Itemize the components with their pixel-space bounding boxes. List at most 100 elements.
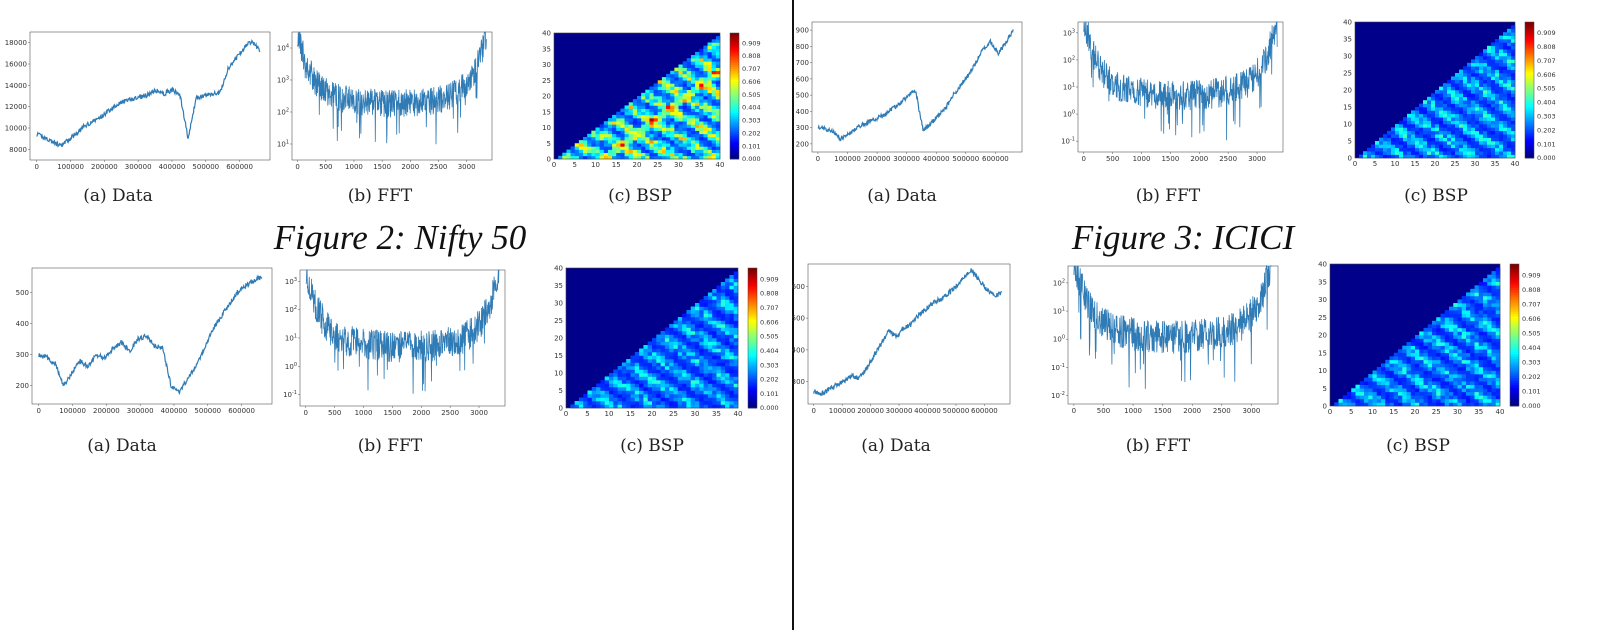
heat-cell (1491, 83, 1496, 87)
heat-cell (690, 105, 696, 109)
heat-cell (1466, 299, 1471, 304)
heat-cell (1453, 335, 1458, 339)
heat-cell (682, 61, 688, 65)
heat-cell (1372, 402, 1378, 407)
heat-cell (657, 96, 663, 100)
heat-cell (1511, 110, 1516, 115)
heat-cell (643, 394, 648, 398)
heat-cell (652, 387, 657, 391)
colorbar-segment (1525, 56, 1534, 59)
colorbar-segment (1510, 297, 1519, 300)
heat-cell (1467, 134, 1472, 138)
heat-cell (1447, 154, 1452, 159)
heat-cell (1415, 345, 1420, 350)
colorbar-segment (748, 333, 757, 337)
colorbar-segment (1510, 344, 1519, 348)
heat-cell (660, 362, 666, 367)
heat-cell (678, 83, 683, 87)
heat-cell (673, 362, 679, 367)
heat-cell (1393, 395, 1399, 400)
heat-cell (657, 127, 663, 131)
heat-cell (1383, 144, 1388, 149)
heat-cell (632, 124, 638, 128)
heat-cell (716, 299, 722, 304)
heat-cell (1483, 352, 1488, 357)
x-tick-label: 300000 (125, 163, 152, 171)
heat-cell (677, 338, 683, 342)
colorbar-segment (1525, 90, 1534, 93)
heat-cell (1427, 147, 1432, 152)
heat-cell (1483, 292, 1488, 297)
heat-cell (1423, 110, 1428, 115)
heat-cell (725, 296, 730, 300)
heat-cell (670, 99, 675, 103)
heat-cell (1453, 398, 1458, 403)
heat-cell (682, 383, 687, 388)
heat-cell (607, 146, 613, 150)
heat-cell (682, 136, 688, 141)
heat-cell (1447, 110, 1452, 115)
heat-cell (703, 67, 708, 72)
heat-cell (1406, 366, 1412, 371)
heat-cell (703, 348, 709, 353)
heat-cell (720, 359, 726, 363)
heat-cell (686, 397, 691, 402)
heat-cell (1398, 395, 1403, 400)
heat-cell (1507, 52, 1512, 57)
heat-cell (715, 58, 721, 62)
heat-cell (673, 341, 679, 346)
heat-cell (1474, 317, 1480, 322)
heat-cell (1511, 144, 1516, 149)
heat-cell (695, 64, 700, 68)
heat-cell (1432, 388, 1437, 393)
heat-cell (707, 390, 713, 395)
heat-cell (612, 146, 617, 150)
heat-cell (600, 380, 605, 384)
heat-cell (1455, 100, 1460, 104)
heat-cell (670, 96, 675, 100)
icici-data-2-series-line (813, 268, 1003, 397)
heat-cell (1439, 134, 1444, 138)
heat-cell (733, 401, 739, 405)
colorbar-segment (730, 75, 739, 78)
heat-cell (1443, 134, 1448, 138)
x-tick-label: 300000 (893, 155, 920, 163)
colorbar-segment (730, 150, 739, 154)
heat-cell (729, 310, 734, 314)
heat-cell (1383, 141, 1388, 145)
heat-cell (699, 313, 704, 318)
heat-cell (1461, 384, 1467, 389)
heat-cell (1487, 377, 1492, 382)
heat-cell (607, 121, 613, 125)
colorbar-segment (1510, 294, 1519, 298)
x-tick-label: 10 (591, 161, 600, 169)
heat-cell (1410, 402, 1416, 407)
colorbar-segment (748, 328, 757, 332)
heat-cell (669, 359, 674, 363)
heat-cell (1491, 73, 1496, 77)
heat-cell (1499, 127, 1504, 132)
heat-cell (1415, 377, 1420, 382)
colorbar-segment (1510, 398, 1519, 402)
heat-cell (1457, 299, 1463, 304)
heat-cell (1466, 391, 1471, 396)
heat-cell (1455, 76, 1460, 81)
heat-cell (1474, 395, 1480, 400)
heat-cell (1449, 388, 1454, 393)
heat-cell (603, 136, 609, 141)
heat-cell (725, 341, 730, 346)
heat-cell (656, 355, 661, 360)
heat-cell (703, 387, 709, 391)
heat-cell (1499, 59, 1504, 64)
heat-cell (1487, 359, 1492, 364)
heat-cell (711, 149, 717, 153)
heat-cell (1391, 147, 1396, 152)
heat-cell (669, 404, 674, 409)
heat-cell (626, 404, 631, 409)
heat-cell (1455, 103, 1460, 108)
heat-cell (1483, 349, 1488, 354)
heat-cell (1507, 35, 1512, 40)
heat-cell (725, 306, 730, 311)
heat-cell (690, 390, 696, 395)
heat-cell (1507, 42, 1512, 47)
